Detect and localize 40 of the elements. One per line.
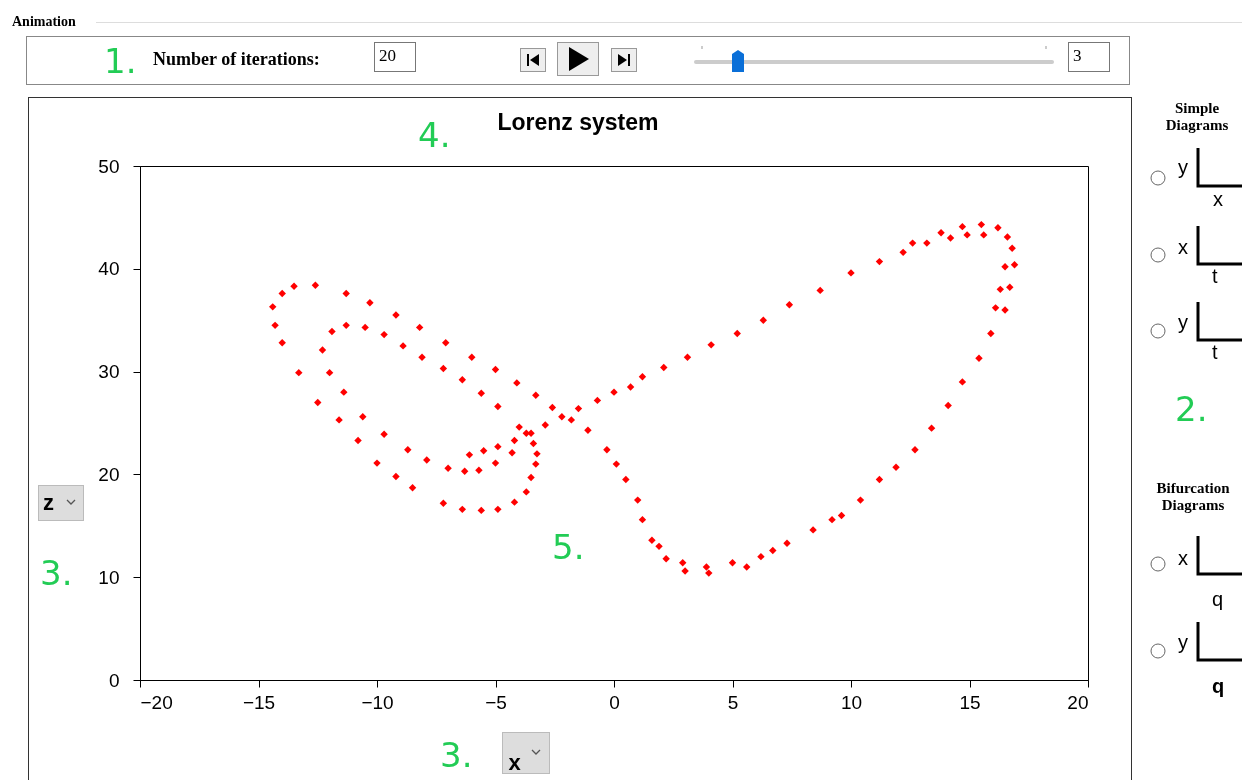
text: t bbox=[1212, 341, 1218, 363]
text: Bifurcation Diagrams bbox=[1155, 480, 1231, 513]
x-tick-label: 0 bbox=[609, 691, 620, 713]
chart-title: Lorenz system bbox=[497, 109, 659, 135]
text: x bbox=[1178, 236, 1188, 258]
y-tick-label: 10 bbox=[98, 566, 120, 588]
x-tick-label: 15 bbox=[959, 691, 981, 713]
text: 1. bbox=[104, 41, 137, 81]
x-tick-label: −10 bbox=[361, 691, 394, 713]
text: y bbox=[1178, 156, 1188, 178]
text: x bbox=[1213, 188, 1223, 210]
text: x bbox=[1178, 547, 1188, 569]
x-axis-title: x bbox=[508, 749, 522, 775]
text: Animation bbox=[12, 14, 76, 30]
y-tick-label: 0 bbox=[108, 669, 120, 691]
x-tick-label: −5 bbox=[485, 691, 507, 713]
x-tick-label: −20 bbox=[140, 691, 173, 713]
text: t bbox=[1212, 265, 1218, 287]
text: 3. bbox=[40, 553, 73, 593]
text: y bbox=[1178, 631, 1188, 653]
text: 3. bbox=[440, 735, 473, 775]
text: q bbox=[1212, 588, 1224, 610]
y-axis-title: z bbox=[43, 489, 54, 515]
y-tick-label: 50 bbox=[98, 155, 120, 177]
x-tick-label: −15 bbox=[242, 691, 276, 713]
text: y bbox=[1178, 311, 1188, 333]
x-tick-label: 10 bbox=[840, 691, 863, 713]
y-tick-label: 20 bbox=[98, 463, 120, 485]
y-tick-label: 30 bbox=[98, 361, 120, 383]
text: Number of iterations: bbox=[153, 49, 320, 70]
x-tick-label: 20 bbox=[1067, 691, 1089, 713]
text-field: 20 bbox=[374, 42, 416, 72]
text: Simple Diagrams bbox=[1164, 100, 1230, 133]
x-tick-label: 5 bbox=[727, 691, 739, 713]
text: q bbox=[1212, 675, 1225, 697]
text: 4. bbox=[418, 115, 451, 155]
text: 2. bbox=[1175, 389, 1208, 429]
y-tick-label: 40 bbox=[98, 258, 120, 280]
annotation: 5. bbox=[552, 527, 585, 567]
text-field: 3 bbox=[1068, 42, 1110, 72]
